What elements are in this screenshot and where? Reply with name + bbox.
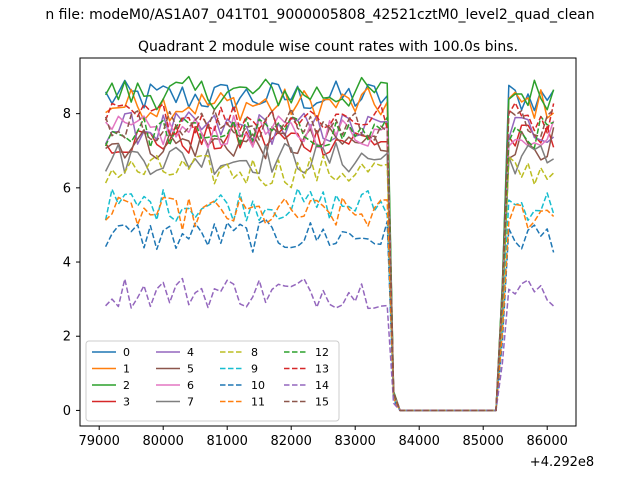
series-line-13 <box>104 102 555 412</box>
x-offset-label: +4.292e8 <box>530 455 594 470</box>
legend-label-13: 13 <box>315 363 329 376</box>
x-tick-label: 79000 <box>79 434 120 449</box>
y-tick-label: 2 <box>63 330 71 345</box>
series-line-11 <box>105 196 555 412</box>
plot-frame <box>79 57 577 427</box>
x-tick-label: 83000 <box>335 434 376 449</box>
legend-label-0: 0 <box>123 346 130 359</box>
x-tick-label: 81000 <box>207 434 248 449</box>
legend-label-7: 7 <box>187 396 194 409</box>
y-axis: 0 2 4 6 8 <box>63 107 80 419</box>
legend-label-3: 3 <box>123 396 130 409</box>
x-tick-label: 86000 <box>527 434 568 449</box>
legend-box <box>85 340 340 422</box>
x-tick-label: 80000 <box>143 434 184 449</box>
plot-area: 79000 80000 81000 82000 83000 84000 85000 86000… <box>63 57 594 470</box>
legend-label-11: 11 <box>251 396 265 409</box>
y-tick-label: 6 <box>63 181 71 196</box>
x-axis: 79000 80000 81000 82000 83000 84000 85000 86000 <box>79 426 568 449</box>
legend-label-5: 5 <box>187 363 194 376</box>
x-tick-label: 84000 <box>399 434 440 449</box>
y-tick-label: 4 <box>63 256 71 271</box>
chart-title: Quadrant 2 module wise count rates with … <box>138 39 518 55</box>
legend-label-2: 2 <box>123 379 130 392</box>
legend-label-4: 4 <box>187 346 194 359</box>
x-tick-label: 82000 <box>271 434 312 449</box>
legend-label-9: 9 <box>251 363 258 376</box>
legend-label-14: 14 <box>315 379 329 392</box>
legend-label-15: 15 <box>315 396 329 409</box>
x-tick-label: 85000 <box>463 434 504 449</box>
y-tick-label: 8 <box>63 107 71 122</box>
figure-suptitle: n file: modeM0/AS1A07_041T01_9000005808_… <box>45 7 594 23</box>
series-line-9 <box>104 187 555 412</box>
y-tick-label: 0 <box>63 404 71 419</box>
series-line-14 <box>105 277 555 412</box>
series-line-12 <box>104 115 554 412</box>
series-layer <box>104 75 555 412</box>
legend-label-10: 10 <box>251 379 265 392</box>
legend-label-12: 12 <box>315 346 329 359</box>
legend-label-1: 1 <box>123 363 130 376</box>
series-line-15 <box>104 108 555 412</box>
legend-label-6: 6 <box>187 379 194 392</box>
legend-label-8: 8 <box>251 346 258 359</box>
